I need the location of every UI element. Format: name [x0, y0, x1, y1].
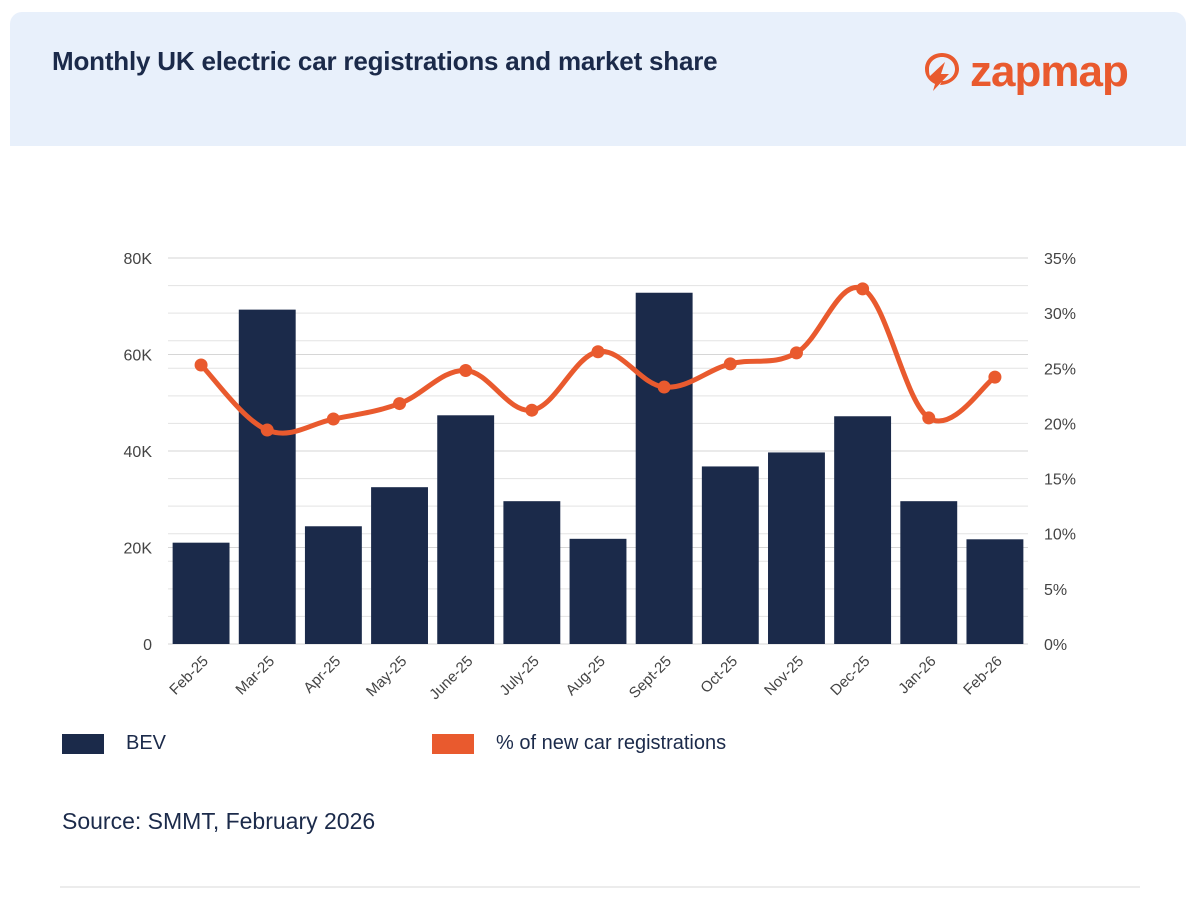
x-tick-label: Dec-25 [827, 653, 873, 699]
y-right-tick-label: 20% [1044, 416, 1076, 433]
y-left-tick-label: 80K [124, 251, 153, 268]
x-tick-label: Jan-26 [895, 653, 939, 697]
x-tick-label: Oct-25 [697, 653, 741, 697]
share-point-Mar-25 [260, 423, 274, 437]
header-banner [10, 12, 1186, 146]
bar-Dec-25 [834, 416, 892, 644]
bar-Nov-25 [768, 452, 825, 644]
bar-Aug-25 [569, 538, 627, 644]
source-note: Source: SMMT, February 2026 [62, 808, 376, 834]
chart-title: Monthly UK electric car registrations an… [52, 46, 718, 76]
legend-item-share: % of new car registrations [432, 732, 726, 755]
share-point-Feb-25 [194, 358, 208, 372]
y-right-tick-label: 5% [1044, 582, 1067, 599]
bar-Feb-26 [966, 539, 1024, 644]
lightning-bolt-icon [925, 53, 959, 91]
share-point-June-25 [459, 363, 473, 377]
share-point-Feb-26 [988, 370, 1002, 384]
x-tick-label: Mar-25 [232, 653, 278, 699]
bar-Sept-25 [635, 292, 693, 644]
share-point-Dec-25 [856, 282, 870, 296]
legend-item-bev: BEV [62, 732, 166, 755]
combo-chart: 0 20K 40K 60K 80K 0% 5% 10% 15% 20% 25% 30% 35% Feb-2… [124, 251, 1077, 703]
share-point-Nov-25 [789, 346, 803, 360]
x-tick-label: Apr-25 [300, 653, 344, 697]
x-tick-label: Sept-25 [626, 653, 675, 702]
legend-swatch-bev [62, 733, 104, 754]
legend-label-share: % of new car registrations [496, 732, 727, 754]
bar-Apr-25 [304, 526, 362, 644]
bar-Jan-26 [900, 501, 958, 644]
legend-swatch-share [432, 733, 474, 754]
x-tick-label: Feb-26 [960, 653, 1006, 699]
x-tick-label: May-25 [363, 653, 410, 700]
legend-label-bev: BEV [126, 732, 167, 754]
zapmap-logo: zapmap [922, 42, 1129, 102]
share-point-Oct-25 [723, 357, 737, 371]
line-series [194, 282, 1002, 437]
y-left-tick-label: 40K [124, 444, 153, 461]
y-left-tick-label: 0 [143, 637, 152, 654]
share-point-Aug-25 [591, 345, 605, 359]
x-tick-label: Feb-25 [166, 653, 212, 699]
share-point-Jan-26 [922, 411, 936, 425]
footer-divider [60, 886, 1140, 888]
share-point-July-25 [525, 403, 539, 417]
logo-wordmark: zapmap [970, 47, 1129, 96]
bar-Oct-25 [701, 466, 759, 644]
bar-July-25 [503, 501, 561, 644]
y-right-tick-label: 15% [1044, 472, 1076, 489]
share-point-Apr-25 [326, 412, 340, 426]
x-tick-label: Nov-25 [761, 653, 807, 699]
bar-June-25 [437, 415, 495, 644]
share-point-May-25 [393, 397, 407, 411]
bar-Feb-25 [172, 542, 230, 644]
y-right-tick-label: 35% [1044, 251, 1076, 268]
y-right-tick-label: 25% [1044, 361, 1076, 378]
y-right-tick-label: 30% [1044, 306, 1076, 323]
bar-May-25 [371, 487, 428, 644]
x-tick-label: July-25 [496, 653, 542, 699]
share-point-Sept-25 [657, 380, 671, 394]
x-tick-label: June-25 [426, 653, 476, 703]
x-tick-label: Aug-25 [563, 653, 609, 699]
y-right-tick-label: 10% [1044, 527, 1076, 544]
y-left-tick-label: 20K [124, 541, 153, 558]
y-left-tick-label: 60K [124, 348, 153, 365]
share-line [198, 284, 998, 436]
bar-series [172, 292, 1024, 644]
bar-Mar-25 [238, 309, 296, 644]
y-right-tick-label: 0% [1044, 637, 1067, 654]
